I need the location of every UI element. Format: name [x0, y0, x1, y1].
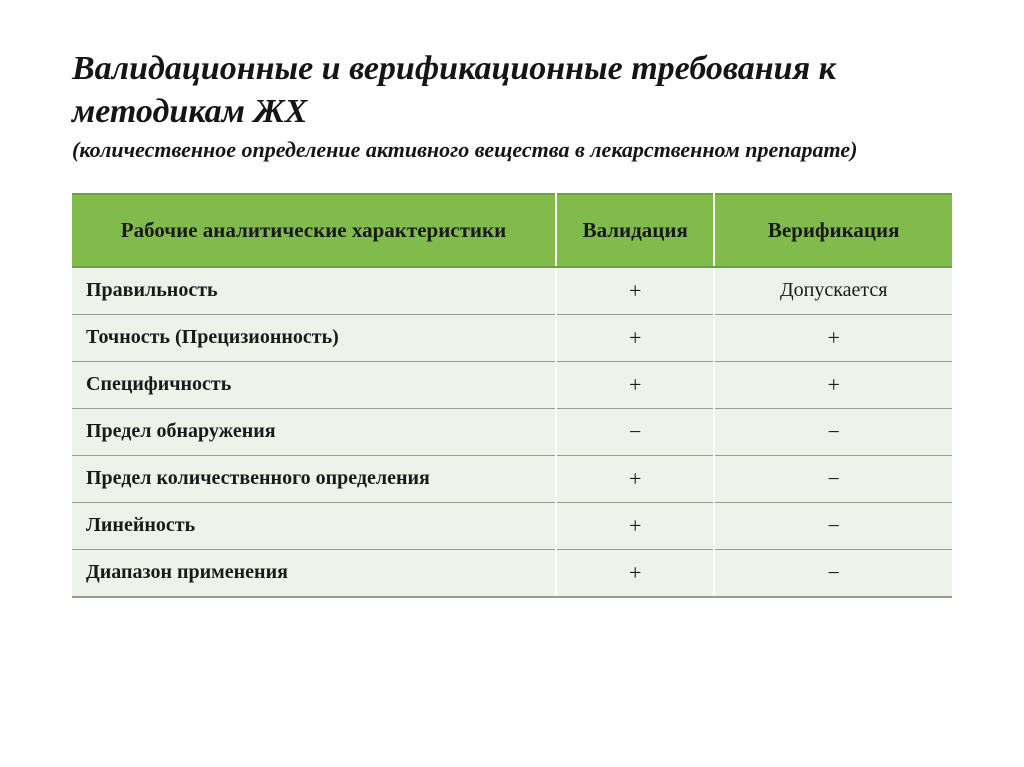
cell-characteristic: Точность (Прецизионность): [72, 314, 556, 361]
col-header-characteristics: Рабочие аналитические характеристики: [72, 194, 556, 267]
cell-characteristic: Диапазон применения: [72, 549, 556, 597]
cell-validation: +: [556, 267, 714, 315]
cell-characteristic: Предел количественного определения: [72, 455, 556, 502]
table-row: Диапазон применения + −: [72, 549, 952, 597]
cell-verification: −: [714, 502, 952, 549]
cell-validation: +: [556, 502, 714, 549]
cell-verification: +: [714, 314, 952, 361]
requirements-table: Рабочие аналитические характеристики Вал…: [72, 193, 952, 598]
slide-subtitle: (количественное определение активного ве…: [72, 135, 952, 165]
cell-validation: +: [556, 455, 714, 502]
cell-verification: −: [714, 408, 952, 455]
cell-verification: −: [714, 549, 952, 597]
cell-verification: Допускается: [714, 267, 952, 315]
table-row: Предел обнаружения − −: [72, 408, 952, 455]
table-row: Линейность + −: [72, 502, 952, 549]
col-header-validation: Валидация: [556, 194, 714, 267]
slide-title-block: Валидационные и верификационные требован…: [72, 48, 952, 165]
cell-validation: +: [556, 361, 714, 408]
table-row: Специфичность + +: [72, 361, 952, 408]
cell-characteristic: Правильность: [72, 267, 556, 315]
table-row: Предел количественного определения + −: [72, 455, 952, 502]
cell-validation: −: [556, 408, 714, 455]
table-row: Точность (Прецизионность) + +: [72, 314, 952, 361]
cell-verification: +: [714, 361, 952, 408]
cell-validation: +: [556, 314, 714, 361]
cell-characteristic: Специфичность: [72, 361, 556, 408]
table-header-row: Рабочие аналитические характеристики Вал…: [72, 194, 952, 267]
cell-characteristic: Линейность: [72, 502, 556, 549]
cell-validation: +: [556, 549, 714, 597]
col-header-verification: Верификация: [714, 194, 952, 267]
cell-verification: −: [714, 455, 952, 502]
table-row: Правильность + Допускается: [72, 267, 952, 315]
cell-characteristic: Предел обнаружения: [72, 408, 556, 455]
slide-title: Валидационные и верификационные требован…: [72, 48, 952, 133]
